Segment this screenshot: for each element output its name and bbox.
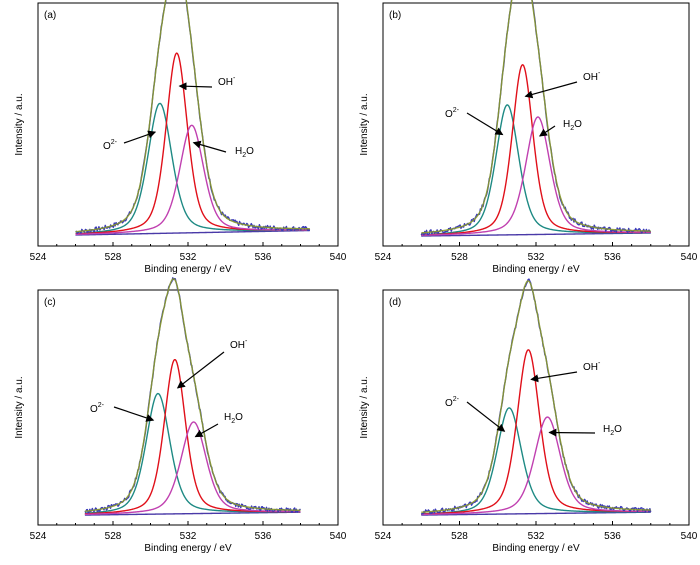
x-tick-label: 532 [180, 531, 197, 542]
fit-envelope-line [84, 278, 301, 512]
annotation-label: H2O [224, 412, 243, 425]
x-tick-label: 528 [105, 531, 122, 542]
peak-oh [421, 63, 651, 236]
annotation-label: H2O [235, 146, 254, 159]
annotation-label: OH- [218, 75, 236, 88]
x-tick-label: 524 [30, 531, 47, 542]
annotation-label: O2- [445, 396, 460, 409]
panel-label: (a) [44, 10, 56, 21]
x-tick-label: 528 [105, 252, 122, 263]
annotation-label: OH- [583, 360, 601, 373]
x-axis-label: Binding energy / eV [144, 543, 232, 554]
fit-envelope-line [421, 0, 651, 234]
peak-oh [84, 358, 301, 515]
fit-envelope-line [421, 280, 651, 513]
fit-envelope-line [75, 0, 310, 233]
annotation-arrow [176, 351, 225, 389]
panel-c: 524 528 532 536 540 Binding energy / eV Intens… [14, 277, 347, 554]
x-tick-label: 532 [528, 252, 545, 263]
peak-o2 [421, 104, 651, 236]
annotation-label: OH- [583, 70, 601, 83]
annotation-arrow [113, 406, 155, 422]
annotation-arrow [524, 81, 578, 99]
panel-label: (b) [389, 10, 401, 21]
x-tick-label: 540 [330, 252, 347, 263]
panel-label: (d) [389, 297, 401, 308]
y-axis-label: Intensity / a.u. [14, 93, 25, 155]
annotation-arrow [466, 401, 506, 432]
background-line [75, 229, 310, 236]
annotation-arrow [194, 423, 219, 438]
x-tick-label: 524 [375, 531, 392, 542]
x-tick-label: 528 [451, 531, 468, 542]
peak-o2 [84, 392, 301, 514]
plot-frame [382, 289, 690, 526]
annotation-label: OH- [230, 338, 248, 351]
x-axis-label: Binding energy / eV [144, 264, 232, 275]
x-tick-label: 536 [604, 252, 621, 263]
annotation-label: O2- [103, 139, 118, 152]
annotation-arrow [192, 140, 227, 153]
peak-h2o [421, 416, 651, 516]
y-axis-label: Intensity / a.u. [359, 93, 370, 155]
x-tick-label: 536 [255, 531, 272, 542]
y-axis-label: Intensity / a.u. [14, 376, 25, 438]
annotation-label: H2O [563, 119, 582, 132]
peak-h2o [75, 124, 310, 236]
x-tick-label: 524 [30, 252, 47, 263]
x-tick-label: 532 [528, 531, 545, 542]
raw-data-line [84, 277, 301, 514]
peak-o2 [421, 407, 651, 515]
background-line [421, 511, 651, 516]
panel-b: 524 528 532 536 540 Binding energy / eV Intens… [359, 0, 698, 275]
peak-h2o [421, 116, 651, 236]
background-line [421, 232, 651, 237]
x-tick-label: 540 [681, 531, 698, 542]
plot-frame [382, 2, 690, 247]
y-axis-label: Intensity / a.u. [359, 376, 370, 438]
raw-data-line [75, 0, 311, 234]
panel-label: (c) [44, 297, 56, 308]
annotation-arrow [123, 130, 157, 144]
peak-h2o [84, 421, 301, 516]
annotation-arrow [538, 125, 556, 137]
background-line [84, 511, 301, 516]
panel-d: 524 528 532 536 540 Binding energy / eV Intens… [359, 278, 698, 554]
annotation-label: O2- [90, 402, 105, 415]
x-tick-label: 532 [180, 252, 197, 263]
x-tick-label: 540 [681, 252, 698, 263]
x-tick-label: 524 [375, 252, 392, 263]
x-tick-label: 536 [604, 531, 621, 542]
x-axis-label: Binding energy / eV [492, 543, 580, 554]
x-tick-label: 536 [255, 252, 272, 263]
plot-frame [37, 289, 339, 526]
x-tick-label: 528 [451, 252, 468, 263]
x-axis-label: Binding energy / eV [492, 264, 580, 275]
x-tick-label: 540 [330, 531, 347, 542]
annotation-arrow [178, 82, 213, 91]
annotation-arrow [466, 112, 504, 136]
annotation-label: H2O [603, 424, 622, 437]
annotation-arrow [530, 371, 578, 383]
panel-a: 524 528 532 536 540 Binding energy / eV Intens… [14, 0, 347, 275]
plot-frame [37, 2, 339, 247]
annotation-label: O2- [445, 107, 460, 120]
